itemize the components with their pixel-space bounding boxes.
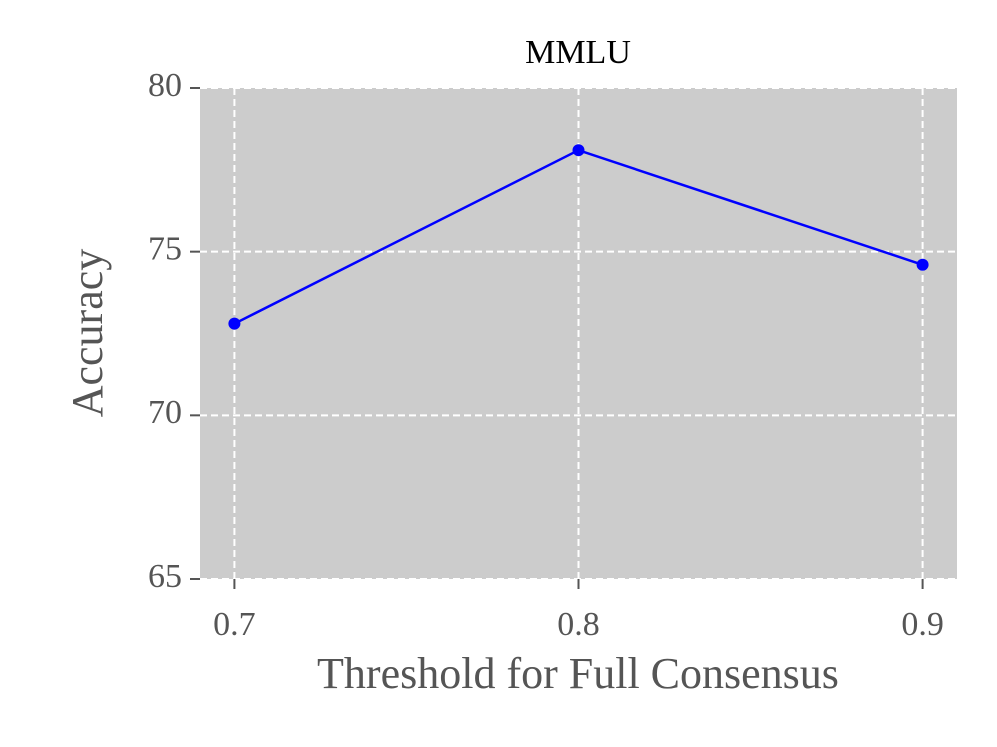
point <box>228 317 241 330</box>
x-tick-label: 0.8 <box>557 606 600 643</box>
x-axis-label: Threshold for Full Consensus <box>317 649 839 698</box>
y-axis-label: Accuracy <box>63 249 112 418</box>
point <box>916 258 929 271</box>
y-tick-label: 80 <box>148 67 182 104</box>
x-tick-label: 0.7 <box>213 606 256 643</box>
y-tick-label: 70 <box>148 394 182 431</box>
y-tick-label: 75 <box>148 230 182 267</box>
point <box>572 144 585 157</box>
chart-title: MMLU <box>525 34 631 71</box>
y-tick-label: 65 <box>148 558 182 595</box>
x-tick-label: 0.9 <box>901 606 944 643</box>
